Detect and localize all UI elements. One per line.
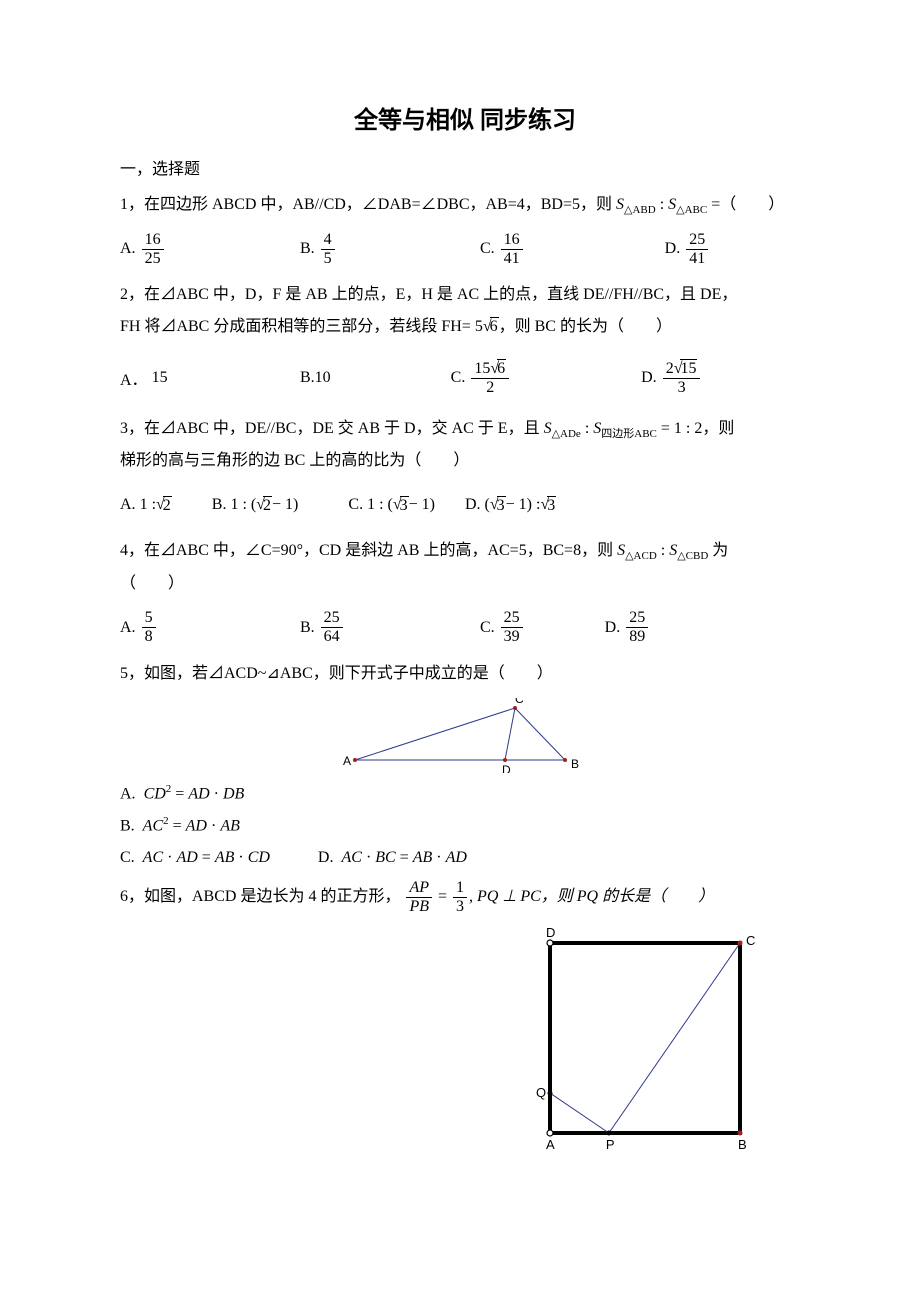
q4-options: A. 58 B. 2564 C. 2539 D. 2589 [120, 608, 810, 648]
svg-text:B: B [571, 757, 579, 771]
q6-text1: 6，如图，ABCD 是边长为 4 的正方形， [120, 888, 400, 905]
q4-optA: A. 58 [120, 609, 250, 645]
q2-optB: B.10 [300, 369, 331, 387]
svg-text:C: C [515, 698, 524, 706]
q5-optB: B. AC2 = AD · AB [120, 810, 810, 842]
q1-optA: A. 1625 [120, 231, 250, 267]
q6-text2: , PQ ⊥ PC，则 PQ 的长是（ ） [469, 888, 714, 905]
q5-text: 5，如图，若⊿ACD~⊿ABC，则下开式子中成立的是（ ） [120, 658, 810, 690]
q3-optB: B. 1 : (√2 − 1) [212, 496, 299, 515]
q3-line2: 梯形的高与三角形的边 BC 上的高的比为（ ） [120, 445, 810, 477]
question-1: 1，在四边形 ABCD 中，AB//CD，∠DAB=∠DBC，AB=4，BD=5… [120, 189, 810, 221]
q6-figure: A B C D P Q [530, 923, 760, 1153]
svg-text:A: A [343, 754, 351, 768]
svg-text:A: A [546, 1137, 555, 1152]
q3-optC: C. 1 : (√3 − 1) [348, 496, 435, 515]
q2-options: A． 15 B.10 C. 15√62 D. 2√153 [120, 358, 810, 398]
q2-optA: A． 15 [120, 366, 250, 390]
svg-text:P: P [606, 1137, 615, 1152]
question-5: 5，如图，若⊿ACD~⊿ABC，则下开式子中成立的是（ ） [120, 658, 810, 690]
q5-optA: A. CD2 = AD · DB [120, 778, 810, 810]
svg-text:Q: Q [536, 1086, 546, 1101]
svg-text:C: C [746, 933, 755, 948]
q6-figure-container: A B C D P Q [120, 923, 810, 1153]
q4-line1: 4，在⊿ABC 中，∠C=90°，CD 是斜边 AB 上的高，AC=5，BC=8… [120, 535, 810, 567]
q1-optB: B. 45 [300, 231, 430, 267]
q2-line2: FH 将⊿ABC 分成面积相等的三部分，若线段 FH= 5√6，则 BC 的长为… [120, 311, 810, 343]
q4-optC: C. 2539 [480, 609, 525, 645]
q5-figure: A B C D [335, 698, 595, 773]
q3-optD: D. (√3 − 1) : √3 [465, 496, 556, 515]
q2-optD: D. 2√153 [641, 360, 702, 396]
q5-figure-container: A B C D [120, 698, 810, 773]
q2-optC: C. 15√62 [451, 360, 511, 396]
page-title: 全等与相似 同步练习 [120, 100, 810, 135]
svg-text:B: B [738, 1137, 747, 1152]
q5-optCD: C. AC · AD = AB · CD D. AC · BC = AB · A… [120, 842, 810, 874]
q1-optC: C. 1641 [480, 231, 525, 267]
q3-optA: A. 1 : √2 [120, 496, 172, 515]
section-heading: 一，选择题 [120, 155, 810, 179]
q3-line1: 3，在⊿ABC 中，DE//BC，DE 交 AB 于 D，交 AC 于 E，且 … [120, 413, 810, 445]
question-4: 4，在⊿ABC 中，∠C=90°，CD 是斜边 AB 上的高，AC=5，BC=8… [120, 535, 810, 599]
q3-options: A. 1 : √2 B. 1 : (√2 − 1) C. 1 : (√3 − 1… [120, 485, 810, 525]
q4-optD: D. 2589 [605, 609, 651, 645]
question-2: 2，在⊿ABC 中，D，F 是 AB 上的点，E，H 是 AC 上的点，直线 D… [120, 279, 810, 343]
q2-line1: 2，在⊿ABC 中，D，F 是 AB 上的点，E，H 是 AC 上的点，直线 D… [120, 279, 810, 311]
svg-text:D: D [546, 925, 555, 940]
q1-optD: D. 2541 [665, 231, 711, 267]
q4-line2: （ ） [120, 568, 810, 600]
q1-options: A. 1625 B. 45 C. 1641 D. 2541 [120, 229, 810, 269]
q1-text: 1，在四边形 ABCD 中，AB//CD，∠DAB=∠DBC，AB=4，BD=5… [120, 196, 784, 213]
q4-optB: B. 2564 [300, 609, 430, 645]
question-6: 6，如图，ABCD 是边长为 4 的正方形， APPB = 13, PQ ⊥ P… [120, 879, 810, 915]
question-3: 3，在⊿ABC 中，DE//BC，DE 交 AB 于 D，交 AC 于 E，且 … [120, 413, 810, 477]
svg-text:D: D [502, 763, 511, 773]
